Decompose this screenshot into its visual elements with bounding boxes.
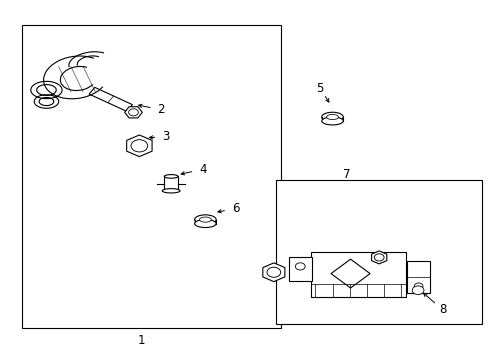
Circle shape [128,109,138,116]
Bar [288,256,311,281]
Text: 5: 5 [316,82,324,95]
Text: 4: 4 [199,163,206,176]
Bar [22,25,281,328]
Text: 8: 8 [438,303,446,316]
Polygon shape [124,107,142,118]
Polygon shape [371,251,386,264]
Text: 1: 1 [138,334,145,347]
Text: 3: 3 [162,130,170,143]
Ellipse shape [164,175,178,178]
Circle shape [295,263,305,270]
Text: 7: 7 [343,168,350,181]
Ellipse shape [194,220,216,228]
Circle shape [131,140,147,152]
Bar [406,261,429,292]
Ellipse shape [194,215,216,224]
Circle shape [266,267,280,277]
Ellipse shape [162,189,180,193]
Ellipse shape [321,117,343,125]
Bar [310,252,405,297]
Ellipse shape [326,114,338,120]
Text: 2: 2 [157,103,165,116]
Polygon shape [262,263,285,282]
Circle shape [411,286,423,294]
Circle shape [413,283,422,289]
Polygon shape [330,259,369,288]
Bar [164,176,178,191]
Polygon shape [89,87,132,111]
Bar [276,180,481,324]
Circle shape [373,254,383,261]
Ellipse shape [199,217,211,222]
Ellipse shape [321,112,343,122]
Polygon shape [126,135,152,157]
Text: 6: 6 [231,202,239,215]
